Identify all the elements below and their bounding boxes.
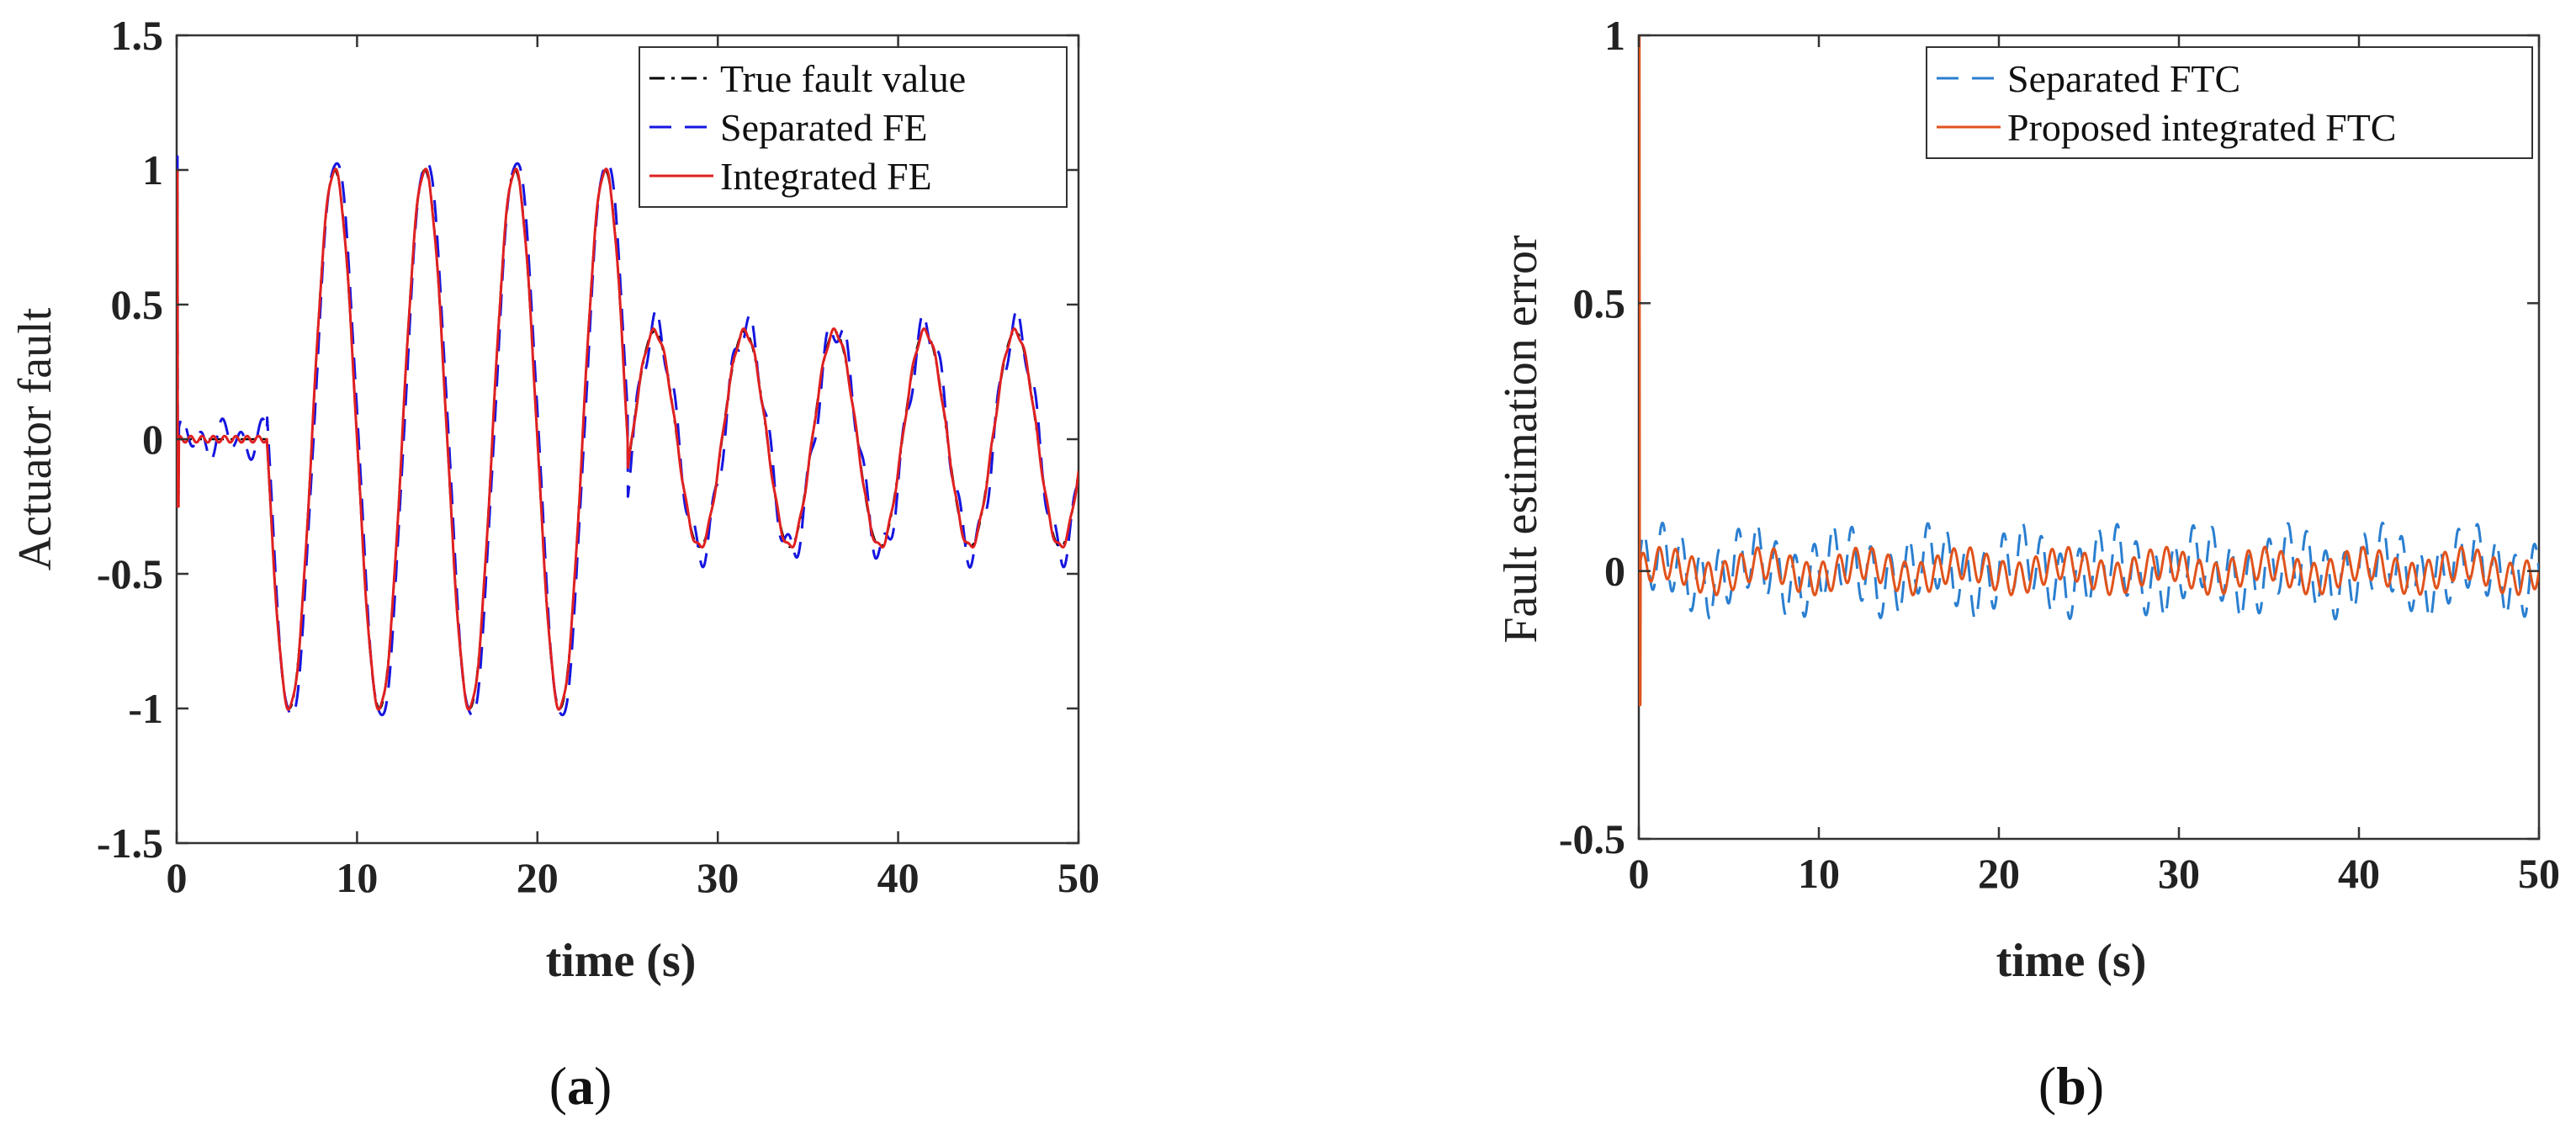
- chart-b-ticks: 0 10 20 30 40 50-0.500.51: [1559, 12, 2560, 897]
- x-tick-label: 50: [1057, 854, 1100, 901]
- legend-label: Integrated FE: [720, 155, 932, 198]
- chart-b-series: [1639, 35, 2539, 707]
- y-tick-label: 1.5: [111, 12, 164, 59]
- chart-a-ticks: 0 10 20 30 40 50 -1.5 -1 -0.5 0 0.5 1 1.5: [97, 12, 1100, 901]
- y-tick-label: -1.5: [97, 820, 163, 867]
- chart-a-xlabel: time (s): [546, 935, 697, 987]
- chart-b-ylabel: Fault estimation error: [1495, 235, 1547, 644]
- x-tick-label: 20: [517, 854, 559, 901]
- legend-label: Separated FE: [720, 106, 928, 149]
- chart-b-plot-area: [1637, 34, 2541, 841]
- y-tick-label: 0: [142, 416, 163, 463]
- chart-b-panel-label: (b): [2038, 1056, 2104, 1116]
- y-tick-label: 1: [142, 146, 163, 194]
- x-tick-label: 50: [2518, 850, 2560, 897]
- y-tick-label: -1: [128, 685, 163, 732]
- y-tick-label: 0: [1604, 548, 1625, 595]
- chart-a-series: [177, 155, 1079, 717]
- x-tick-label: 20: [1978, 850, 2020, 897]
- chart-b-frame: [1637, 34, 2541, 841]
- series-proposed-integrated-ftc: [1639, 35, 2539, 707]
- x-tick-label: 30: [2158, 850, 2200, 897]
- chart-b: 0 10 20 30 40 50-0.500.51 time (s) Fault esti…: [1495, 12, 2560, 1116]
- legend-label: True fault value: [720, 57, 966, 100]
- series-separated-ftc: [1639, 521, 2539, 621]
- x-tick-label: 40: [877, 854, 920, 901]
- series-integrated-fe: [177, 167, 1079, 711]
- chart-a-ylabel: Actuator fault: [9, 307, 61, 570]
- x-tick-label: 10: [1798, 850, 1840, 897]
- x-tick-label: 0: [1629, 850, 1650, 897]
- y-tick-label: 0.5: [111, 281, 164, 328]
- y-tick-label: 0.5: [1573, 279, 1626, 326]
- y-tick-label: -0.5: [1559, 815, 1625, 862]
- chart-b-legend: Separated FTC Proposed integrated FTC: [1926, 46, 2533, 159]
- chart-b-xlabel: time (s): [1996, 935, 2147, 987]
- x-tick-label: 0: [167, 854, 188, 901]
- y-tick-label: -0.5: [97, 550, 163, 597]
- chart-a-legend: True fault value Separated FE Integrated F…: [639, 46, 1068, 208]
- x-tick-label: 10: [336, 854, 378, 901]
- x-tick-label: 40: [2338, 850, 2380, 897]
- x-tick-label: 30: [697, 854, 739, 901]
- legend-label: Proposed integrated FTC: [2007, 106, 2397, 149]
- legend-label: Separated FTC: [2007, 57, 2240, 100]
- legend-box: [1926, 46, 2533, 159]
- chart-a: 0 10 20 30 40 50 -1.5 -1 -0.5 0 0.5 1 1.5 time (s) A…: [9, 12, 1100, 1116]
- chart-a-panel-label: (a): [549, 1056, 612, 1116]
- y-tick-label: 1: [1604, 12, 1625, 59]
- legend-box: [639, 46, 1068, 208]
